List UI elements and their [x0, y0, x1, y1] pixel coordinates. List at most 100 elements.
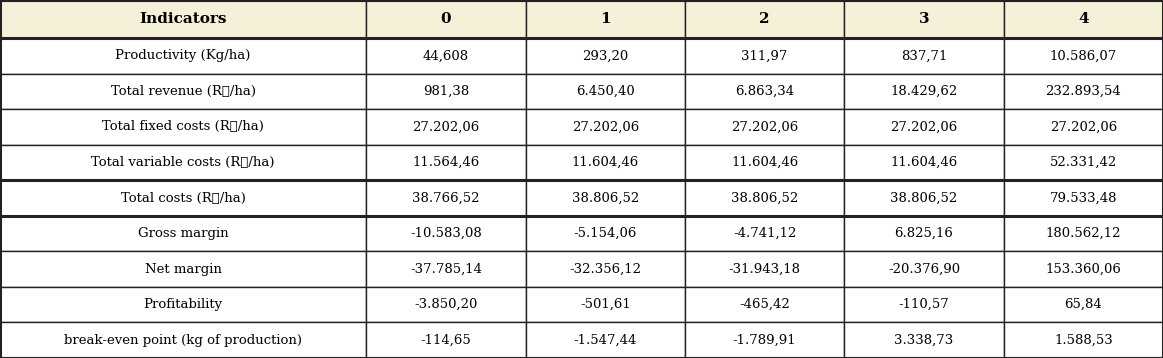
Text: 38.806,52: 38.806,52	[891, 192, 957, 204]
Bar	[1004, 0, 1163, 38]
Text: 10.586,07: 10.586,07	[1050, 49, 1116, 62]
Text: 6.863,34: 6.863,34	[735, 85, 794, 98]
Bar	[526, 323, 685, 358]
Bar	[1004, 38, 1163, 73]
Bar	[366, 38, 526, 73]
Text: -4.741,12: -4.741,12	[733, 227, 797, 240]
Text: 3: 3	[919, 12, 929, 26]
Text: 38.806,52: 38.806,52	[732, 192, 798, 204]
Text: 311,97: 311,97	[742, 49, 787, 62]
Text: 180.562,12: 180.562,12	[1046, 227, 1121, 240]
Bar	[526, 287, 685, 323]
Text: 153.360,06: 153.360,06	[1046, 263, 1121, 276]
Bar	[0, 323, 366, 358]
Text: 18.429,62: 18.429,62	[891, 85, 957, 98]
Text: 1.588,53: 1.588,53	[1054, 334, 1113, 347]
Text: -1.547,44: -1.547,44	[573, 334, 637, 347]
Bar	[366, 180, 526, 216]
Text: 27.202,06: 27.202,06	[572, 120, 638, 134]
Bar	[844, 0, 1004, 38]
Bar	[1004, 216, 1163, 251]
Bar	[526, 251, 685, 287]
Bar	[1004, 73, 1163, 109]
Text: -501,61: -501,61	[580, 298, 630, 311]
Text: -465,42: -465,42	[740, 298, 790, 311]
Bar	[526, 109, 685, 145]
Text: 1: 1	[600, 12, 611, 26]
Bar	[526, 38, 685, 73]
Text: 6.825,16: 6.825,16	[894, 227, 954, 240]
Text: 837,71: 837,71	[901, 49, 947, 62]
Text: -3.850,20: -3.850,20	[414, 298, 478, 311]
Bar	[366, 251, 526, 287]
Bar	[366, 323, 526, 358]
Bar	[844, 109, 1004, 145]
Bar	[0, 287, 366, 323]
Bar	[366, 73, 526, 109]
Bar	[1004, 323, 1163, 358]
Bar	[685, 145, 844, 180]
Bar	[366, 109, 526, 145]
Text: Total revenue (RⓈ/ha): Total revenue (RⓈ/ha)	[110, 85, 256, 98]
Text: Total fixed costs (RⓈ/ha): Total fixed costs (RⓈ/ha)	[102, 120, 264, 134]
Text: 38.766,52: 38.766,52	[412, 192, 480, 204]
Text: break-even point (kg of production): break-even point (kg of production)	[64, 334, 302, 347]
Bar	[526, 0, 685, 38]
Bar	[685, 251, 844, 287]
Text: 4: 4	[1078, 12, 1089, 26]
Bar	[1004, 145, 1163, 180]
Bar	[366, 145, 526, 180]
Text: 27.202,06: 27.202,06	[891, 120, 957, 134]
Text: 0: 0	[441, 12, 451, 26]
Text: -1.789,91: -1.789,91	[733, 334, 797, 347]
Bar	[685, 323, 844, 358]
Text: -5.154,06: -5.154,06	[573, 227, 637, 240]
Text: 79.533,48: 79.533,48	[1049, 192, 1118, 204]
Bar	[366, 0, 526, 38]
Bar	[0, 251, 366, 287]
Bar	[844, 251, 1004, 287]
Bar	[844, 323, 1004, 358]
Bar	[844, 180, 1004, 216]
Text: 2: 2	[759, 12, 770, 26]
Bar	[844, 145, 1004, 180]
Text: 11.604,46: 11.604,46	[572, 156, 638, 169]
Text: -37.785,14: -37.785,14	[411, 263, 481, 276]
Text: 3.338,73: 3.338,73	[894, 334, 954, 347]
Bar	[0, 38, 366, 73]
Text: Gross margin: Gross margin	[138, 227, 228, 240]
Bar	[1004, 287, 1163, 323]
Bar	[1004, 180, 1163, 216]
Text: Productivity (Kg/ha): Productivity (Kg/ha)	[115, 49, 251, 62]
Text: Indicators: Indicators	[140, 12, 227, 26]
Text: 11.604,46: 11.604,46	[891, 156, 957, 169]
Bar	[366, 216, 526, 251]
Text: -31.943,18: -31.943,18	[729, 263, 800, 276]
Text: 27.202,06: 27.202,06	[413, 120, 479, 134]
Bar	[685, 180, 844, 216]
Bar	[685, 38, 844, 73]
Text: Total variable costs (RⓈ/ha): Total variable costs (RⓈ/ha)	[92, 156, 274, 169]
Bar	[526, 180, 685, 216]
Text: Net margin: Net margin	[144, 263, 222, 276]
Bar	[0, 145, 366, 180]
Text: 293,20: 293,20	[583, 49, 628, 62]
Bar	[685, 287, 844, 323]
Bar	[1004, 251, 1163, 287]
Bar	[1004, 109, 1163, 145]
Text: 981,38: 981,38	[423, 85, 469, 98]
Text: -10.583,08: -10.583,08	[411, 227, 481, 240]
Bar	[844, 73, 1004, 109]
Bar	[685, 216, 844, 251]
Bar	[526, 73, 685, 109]
Text: 27.202,06: 27.202,06	[1050, 120, 1116, 134]
Bar	[685, 73, 844, 109]
Bar	[366, 287, 526, 323]
Text: 44,608: 44,608	[423, 49, 469, 62]
Bar	[685, 109, 844, 145]
Text: 232.893,54: 232.893,54	[1046, 85, 1121, 98]
Bar	[526, 145, 685, 180]
Text: 38.806,52: 38.806,52	[572, 192, 638, 204]
Text: Total costs (RⓈ/ha): Total costs (RⓈ/ha)	[121, 192, 245, 204]
Text: 11.564,46: 11.564,46	[413, 156, 479, 169]
